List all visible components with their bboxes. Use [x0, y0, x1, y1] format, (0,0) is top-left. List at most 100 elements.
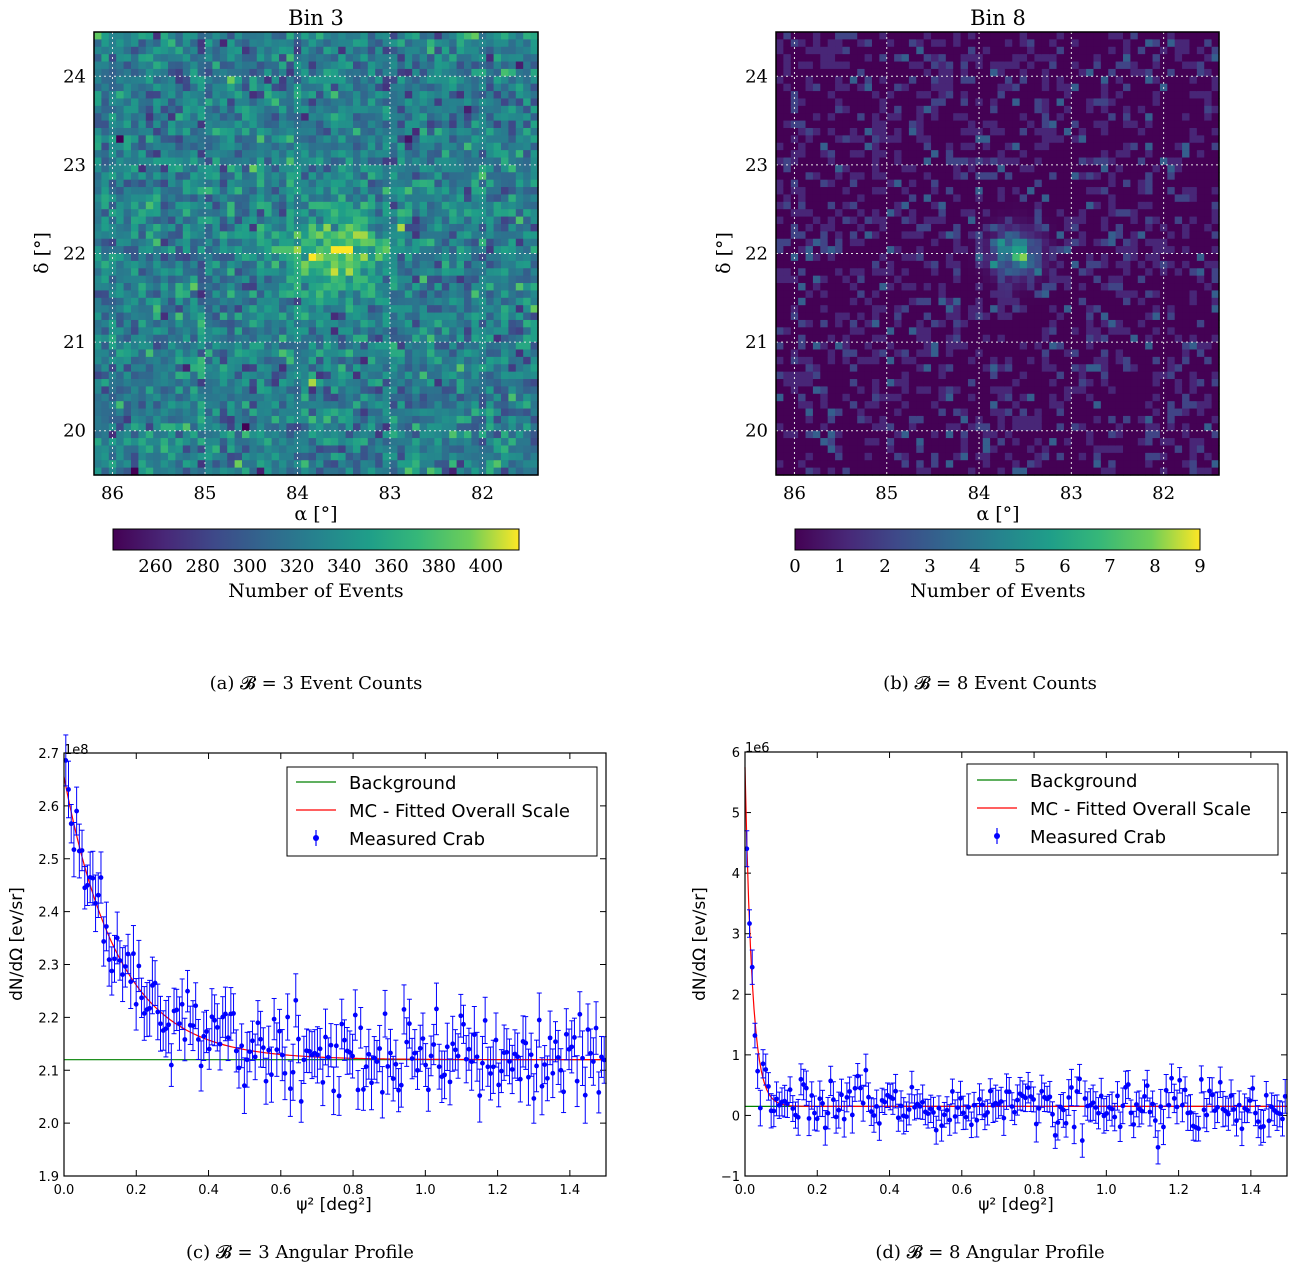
heatmap-cell: [323, 276, 331, 284]
heatmap-cell: [390, 409, 398, 417]
heatmap-cell: [338, 187, 346, 195]
heatmap-cell: [205, 202, 213, 210]
heatmap-cell: [257, 416, 265, 424]
heatmap-cell: [338, 224, 346, 232]
heatmap-cell: [138, 39, 146, 47]
heatmap-cell: [783, 431, 791, 439]
heatmap-cell: [153, 409, 161, 417]
heatmap-cell: [316, 298, 324, 306]
heatmap-cell: [783, 290, 791, 298]
heatmap-cell: [427, 283, 435, 291]
heatmap-cell: [331, 128, 339, 136]
heatmap-cell: [309, 290, 317, 298]
heatmap-cell: [131, 313, 139, 321]
heatmap-cell: [279, 84, 287, 92]
heatmap-cell: [116, 320, 124, 328]
heatmap-cell: [924, 180, 932, 188]
heatmap-cell: [894, 54, 902, 62]
heatmap-cell: [850, 438, 858, 446]
heatmap-cell: [494, 290, 502, 298]
heatmap-cell: [168, 431, 176, 439]
heatmap-cell: [368, 313, 376, 321]
heatmap-cell: [501, 180, 509, 188]
heatmap-cell: [131, 416, 139, 424]
heatmap-cell: [449, 180, 457, 188]
heatmap-cell: [516, 283, 524, 291]
heatmap-cell: [309, 349, 317, 357]
heatmap-cell: [783, 394, 791, 402]
heatmap-cell: [368, 231, 376, 239]
heatmap-cell: [457, 150, 465, 158]
heatmap-cell: [471, 106, 479, 114]
heatmap-cell: [94, 194, 102, 202]
heatmap-cell: [776, 379, 784, 387]
heatmap-cell: [383, 335, 391, 343]
heatmap-cell: [346, 47, 354, 55]
heatmap-cell: [835, 268, 843, 276]
heatmap-cell: [783, 305, 791, 313]
heatmap-cell: [161, 261, 169, 269]
heatmap-cell: [146, 239, 154, 247]
heatmap-cell: [205, 298, 213, 306]
heatmap-cell: [405, 106, 413, 114]
heatmap-cell: [309, 121, 317, 129]
heatmap-cell: [501, 453, 509, 461]
heatmap-cell: [375, 69, 383, 77]
heatmap-cell: [405, 62, 413, 70]
heatmap-cell: [879, 409, 887, 417]
heatmap-cell: [842, 372, 850, 380]
heatmap-cell: [857, 254, 865, 262]
heatmap-cell: [131, 91, 139, 99]
heatmap-cell: [212, 401, 220, 409]
heatmap-cell: [131, 290, 139, 298]
heatmap-cell: [842, 91, 850, 99]
heatmap-cell: [850, 231, 858, 239]
heatmap-cell: [828, 224, 836, 232]
heatmap-cell: [346, 290, 354, 298]
heatmap-cell: [457, 172, 465, 180]
heatmap-cell: [783, 202, 791, 210]
heatmap-cell: [235, 320, 243, 328]
heatmap-cell: [183, 150, 191, 158]
heatmap-cell: [909, 327, 917, 335]
heatmap-cell: [301, 150, 309, 158]
heatmap-cell: [205, 379, 213, 387]
heatmap-cell: [412, 231, 420, 239]
heatmap-cell: [338, 202, 346, 210]
heatmap-cell: [205, 364, 213, 372]
heatmap-cell: [309, 276, 317, 284]
heatmap-cell: [427, 32, 435, 40]
heatmap-cell: [368, 445, 376, 453]
heatmap-cell: [486, 150, 494, 158]
heatmap-cell: [309, 438, 317, 446]
heatmap-cell: [442, 453, 450, 461]
heatmap-cell: [449, 121, 457, 129]
heatmap-cell: [924, 453, 932, 461]
heatmap-cell: [279, 313, 287, 321]
heatmap-cell: [902, 187, 910, 195]
heatmap-cell: [279, 91, 287, 99]
heatmap-cell: [938, 283, 946, 291]
heatmap-cell: [101, 246, 109, 254]
heatmap-cell: [397, 128, 405, 136]
heatmap-cell: [902, 172, 910, 180]
heatmap-cell: [272, 209, 280, 217]
heatmap-cell: [101, 431, 109, 439]
heatmap-cell: [405, 231, 413, 239]
heatmap-cell: [190, 143, 198, 151]
heatmap-cell: [353, 62, 361, 70]
heatmap-cell: [397, 143, 405, 151]
heatmap-cell: [776, 246, 784, 254]
heatmap-cell: [457, 438, 465, 446]
heatmap-cell: [353, 69, 361, 77]
heatmap-cell: [286, 76, 294, 84]
heatmap-cell: [412, 349, 420, 357]
heatmap-cell: [375, 32, 383, 40]
heatmap-cell: [813, 180, 821, 188]
heatmap-cell: [257, 121, 265, 129]
heatmap-cell: [331, 224, 339, 232]
heatmap-cell: [412, 150, 420, 158]
heatmap-cell: [909, 372, 917, 380]
heatmap-cell: [842, 231, 850, 239]
heatmap-cell: [383, 231, 391, 239]
